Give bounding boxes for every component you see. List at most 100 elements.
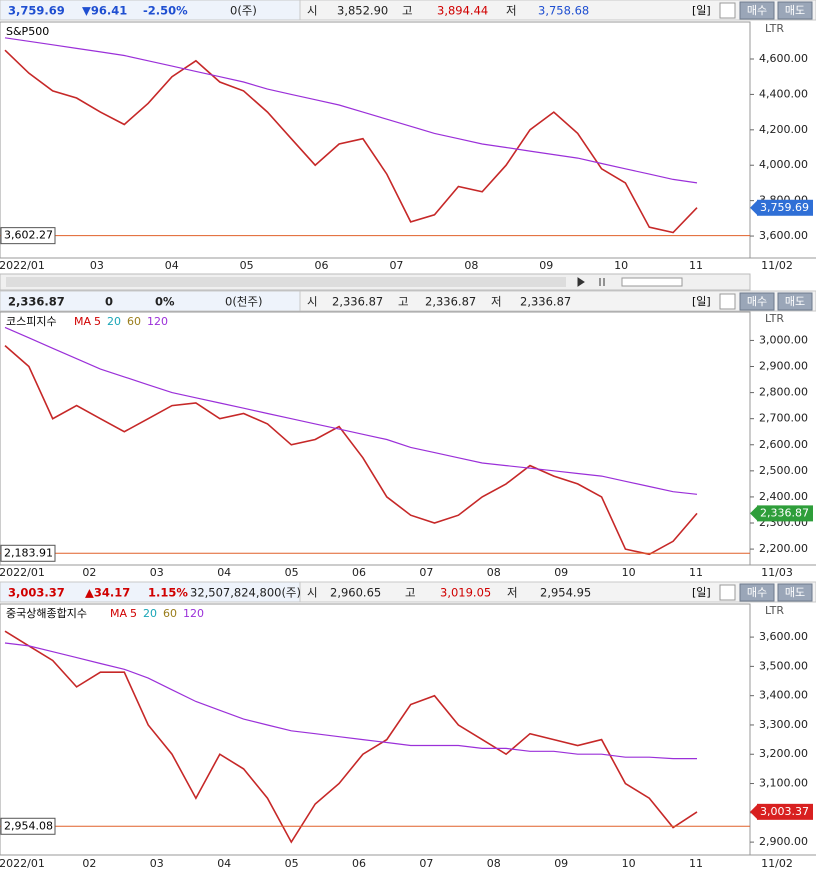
quote-field: 2,336.87 — [8, 295, 65, 309]
price-line — [4, 642, 697, 760]
date-label: 11/02 — [761, 857, 793, 870]
period-button[interactable]: [일] — [692, 294, 711, 308]
x-tick-label: 09 — [539, 259, 553, 272]
quote-field: 고 — [402, 4, 413, 18]
quote-field: 3,019.05 — [440, 586, 491, 600]
quote-field: 2,336.87 — [332, 295, 383, 309]
y-tick-label: 2,200.00 — [759, 542, 808, 555]
legend-item: 20 — [143, 607, 157, 620]
quote-field: 1.15% — [148, 586, 188, 600]
quote-field: ▼96.41 — [82, 4, 127, 18]
price-tag-label: 2,336.87 — [760, 506, 809, 519]
y-tick-label: 3,600.00 — [759, 229, 808, 242]
scroll-controls[interactable] — [577, 277, 605, 287]
scroll-thumb[interactable] — [6, 277, 566, 287]
quote-field: 저 — [506, 4, 517, 18]
quote-field: ▲34.17 — [85, 586, 130, 600]
reference-label: 3,602.27 — [4, 229, 53, 242]
y-tick-label: 4,600.00 — [759, 52, 808, 65]
price-tag-pointer — [750, 804, 757, 819]
zoom-slider[interactable] — [621, 277, 683, 287]
legend-item: MA — [74, 315, 91, 328]
x-tick-label: 08 — [487, 857, 501, 870]
quote-field: 3,852.90 — [337, 4, 388, 18]
x-tick-label: 2022/01 — [0, 566, 45, 579]
price-line — [4, 630, 698, 844]
x-tick-label: 06 — [352, 566, 366, 579]
quote-field: 0(천주) — [225, 295, 262, 309]
x-tick-label: 08 — [487, 566, 501, 579]
price-tag-box — [757, 199, 813, 216]
order-button[interactable] — [739, 583, 775, 602]
period-button[interactable]: [일] — [692, 585, 711, 599]
order-button-label[interactable]: 매도 — [785, 295, 805, 308]
x-tick-label: 04 — [217, 857, 231, 870]
plot-area — [0, 21, 751, 259]
quote-field: 고 — [405, 586, 416, 600]
date-label: 11/02 — [761, 259, 793, 272]
price-line — [4, 37, 698, 184]
reference-label: 2,183.91 — [4, 546, 53, 559]
x-tick-label: 05 — [240, 259, 254, 272]
legend-item: 60 — [163, 607, 177, 620]
order-button[interactable] — [739, 1, 775, 20]
legend-item: MA — [110, 607, 127, 620]
quote-field: 0% — [155, 295, 175, 309]
settings-button[interactable] — [719, 2, 736, 19]
y-tick-label: 2,900.00 — [759, 360, 808, 373]
quote-field: 시 — [307, 586, 318, 600]
x-tick-label: 11 — [689, 566, 703, 579]
x-tick-label: 03 — [150, 857, 164, 870]
legend-item: 120 — [147, 315, 168, 328]
y-tick-label: 3,200.00 — [759, 747, 808, 760]
reference-label: 2,954.08 — [4, 819, 53, 832]
order-button[interactable] — [777, 292, 813, 311]
reference-label-box — [0, 227, 56, 245]
x-tick-label: 10 — [622, 566, 636, 579]
order-button[interactable] — [777, 583, 813, 602]
x-tick-label: 03 — [150, 566, 164, 579]
x-tick-label: 2022/01 — [0, 857, 45, 870]
quote-field: -2.50% — [143, 4, 188, 18]
legend-item: 120 — [183, 607, 204, 620]
x-tick-label: 03 — [90, 259, 104, 272]
y-tick-label: 4,000.00 — [759, 158, 808, 171]
x-tick-label: 06 — [315, 259, 329, 272]
x-tick-label: 10 — [614, 259, 628, 272]
y-tick-label: 3,500.00 — [759, 659, 808, 672]
price-tag-label: 3,759.69 — [760, 201, 809, 214]
order-button-label[interactable]: 매수 — [747, 586, 767, 599]
x-tick-label: 02 — [82, 857, 96, 870]
reference-label-box — [0, 544, 56, 562]
x-tick-label: 02 — [82, 566, 96, 579]
y-tick-label: 2,700.00 — [759, 412, 808, 425]
x-tick-label: 10 — [622, 857, 636, 870]
order-button-label[interactable]: 매수 — [747, 4, 767, 17]
quote-field: 저 — [507, 586, 518, 600]
legend-item: 20 — [107, 315, 121, 328]
settings-button[interactable] — [719, 293, 736, 310]
chart-title: S&P500 — [6, 25, 49, 38]
legend-item: 5 — [94, 315, 101, 328]
price-line — [4, 326, 698, 495]
order-button-label[interactable]: 매도 — [785, 586, 805, 599]
order-button[interactable] — [739, 292, 775, 311]
x-tick-label: 09 — [554, 857, 568, 870]
period-button[interactable]: [일] — [692, 3, 711, 17]
quote-main — [0, 290, 301, 312]
settings-button[interactable] — [719, 584, 736, 601]
y-tick-label: 4,400.00 — [759, 87, 808, 100]
y-tick-label: 3,300.00 — [759, 718, 808, 731]
x-tick-label: 11 — [689, 259, 703, 272]
quote-field: 3,759.69 — [8, 4, 65, 18]
scrollbar[interactable] — [0, 273, 751, 291]
x-tick-label: 04 — [165, 259, 179, 272]
price-tag-pointer — [750, 506, 757, 521]
order-button[interactable] — [777, 1, 813, 20]
x-tick-label: 05 — [285, 857, 299, 870]
order-button-label[interactable]: 매도 — [785, 4, 805, 17]
order-button-label[interactable]: 매수 — [747, 295, 767, 308]
quote-main — [0, 581, 301, 603]
x-tick-label: 09 — [554, 566, 568, 579]
